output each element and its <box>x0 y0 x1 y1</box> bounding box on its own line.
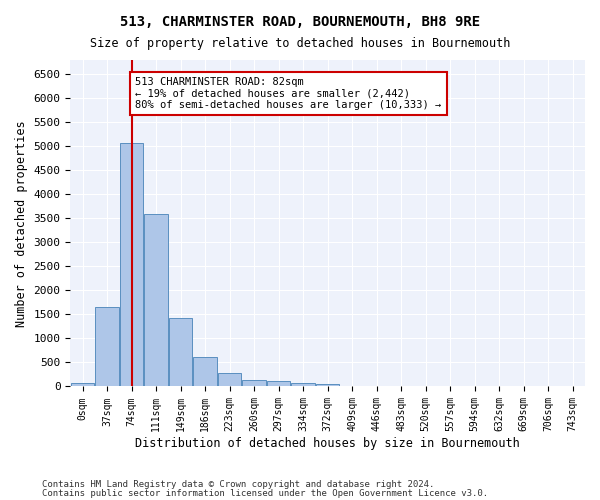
Text: Size of property relative to detached houses in Bournemouth: Size of property relative to detached ho… <box>90 38 510 51</box>
X-axis label: Distribution of detached houses by size in Bournemouth: Distribution of detached houses by size … <box>135 437 520 450</box>
Bar <box>169 318 192 386</box>
Bar <box>95 308 119 386</box>
Bar <box>292 383 315 386</box>
Bar <box>120 142 143 386</box>
Bar <box>193 356 217 386</box>
Bar <box>218 372 241 386</box>
Bar <box>71 383 94 386</box>
Text: 513, CHARMINSTER ROAD, BOURNEMOUTH, BH8 9RE: 513, CHARMINSTER ROAD, BOURNEMOUTH, BH8 … <box>120 15 480 29</box>
Bar <box>316 384 339 386</box>
Bar <box>267 382 290 386</box>
Text: 513 CHARMINSTER ROAD: 82sqm
← 19% of detached houses are smaller (2,442)
80% of : 513 CHARMINSTER ROAD: 82sqm ← 19% of det… <box>135 77 442 110</box>
Bar <box>242 380 266 386</box>
Y-axis label: Number of detached properties: Number of detached properties <box>15 120 28 326</box>
Text: Contains public sector information licensed under the Open Government Licence v3: Contains public sector information licen… <box>42 489 488 498</box>
Text: Contains HM Land Registry data © Crown copyright and database right 2024.: Contains HM Land Registry data © Crown c… <box>42 480 434 489</box>
Bar <box>145 214 168 386</box>
